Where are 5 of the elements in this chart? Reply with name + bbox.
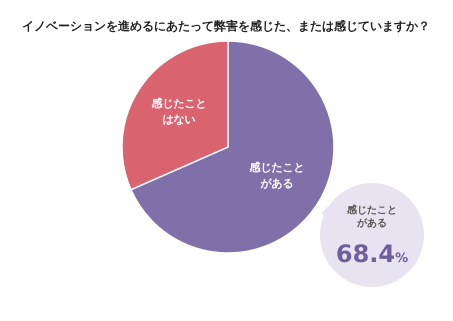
chart-title: イノベーションを進めるにあたって弊害を感じた、または感じていますか？ — [22, 19, 430, 33]
slice-label: 感じたことはない — [150, 97, 207, 126]
slice-label: 感じたことがある — [346, 204, 397, 229]
slice-label: 感じたことがある — [248, 160, 304, 190]
data-label: 68.4% — [336, 240, 408, 268]
